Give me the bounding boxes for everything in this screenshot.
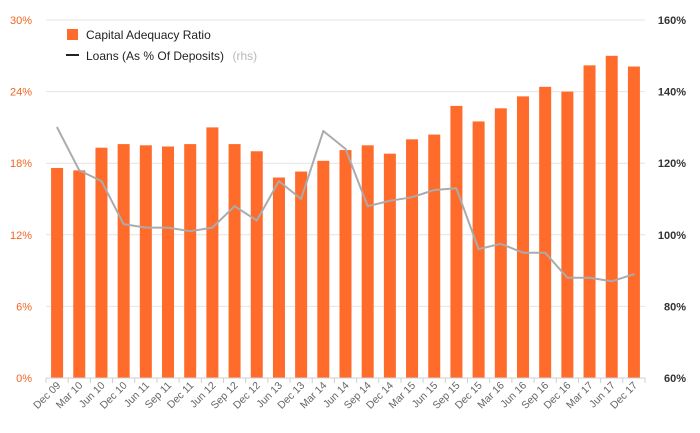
legend-line-text: Loans (As % Of Deposits) (rhs) <box>86 47 257 64</box>
bar <box>272 177 285 378</box>
line-point <box>566 276 569 279</box>
capital-adequacy-bars <box>51 55 640 379</box>
right-tick-label: 100% <box>658 230 686 242</box>
bar <box>339 150 352 378</box>
line-point <box>211 226 214 229</box>
line-point <box>322 130 325 132</box>
bar <box>95 147 108 378</box>
right-tick-label: 160% <box>658 15 686 27</box>
bar <box>450 105 463 379</box>
bar <box>139 145 152 378</box>
bar <box>583 65 596 378</box>
line-point <box>610 280 613 283</box>
line-point <box>189 230 192 233</box>
bar <box>117 144 130 378</box>
bar <box>361 145 374 378</box>
left-tick-label: 0% <box>16 373 32 385</box>
left-tick-label: 18% <box>10 158 32 170</box>
right-axis: 60% 80% 100% 120% 140% 160% <box>658 15 686 385</box>
line-point <box>167 226 169 229</box>
bar <box>605 55 618 379</box>
left-tick-label: 24% <box>10 87 32 99</box>
right-tick-label: 140% <box>658 87 686 99</box>
bar <box>317 160 330 378</box>
line-point <box>255 219 258 222</box>
right-tick-label: 80% <box>664 301 686 313</box>
loans-line-series <box>56 126 635 283</box>
line-point <box>344 148 347 150</box>
right-tick-label: 60% <box>664 373 686 385</box>
bar <box>406 139 419 378</box>
bar <box>184 144 197 378</box>
line-point <box>455 187 458 190</box>
bar <box>561 91 574 378</box>
line-point <box>389 199 391 202</box>
line-point <box>122 223 125 225</box>
line-point <box>78 169 81 172</box>
line-point <box>411 196 413 199</box>
line-point <box>588 276 591 279</box>
bar <box>428 134 441 378</box>
legend-line-note: (rhs) <box>233 49 258 63</box>
line-point <box>433 189 436 191</box>
line-point <box>544 251 546 254</box>
line-point <box>300 198 302 200</box>
line-point <box>145 226 147 229</box>
right-tick-label: 120% <box>658 158 686 170</box>
bar <box>516 96 529 378</box>
left-tick-label: 12% <box>10 230 32 242</box>
line-point <box>499 242 502 245</box>
bar <box>51 167 64 378</box>
bar <box>250 151 263 378</box>
bar <box>627 66 640 378</box>
line-point <box>100 180 103 182</box>
line-point <box>522 251 524 254</box>
line-point <box>278 180 280 182</box>
legend-line-label: Loans (As % Of Deposits) <box>86 49 224 63</box>
bar <box>206 127 219 379</box>
bar <box>539 86 552 379</box>
bar <box>228 144 241 378</box>
bar <box>383 153 396 378</box>
left-axis: 0% 6% 12% 18% 24% 30% <box>10 15 32 385</box>
left-tick-label: 30% <box>10 15 32 27</box>
legend-bar-label: Capital Adequacy Ratio <box>86 28 211 42</box>
line-point <box>56 126 58 129</box>
line-point <box>477 248 480 250</box>
legend-bar-swatch <box>67 29 78 40</box>
bar <box>162 146 175 378</box>
line-point <box>633 273 635 275</box>
legend: Capital Adequacy Ratio Loans (As % Of De… <box>66 28 257 64</box>
bar <box>295 171 308 378</box>
bar <box>73 170 86 378</box>
line-point <box>366 205 369 207</box>
line-point <box>233 205 236 207</box>
left-tick-label: 6% <box>16 301 32 313</box>
